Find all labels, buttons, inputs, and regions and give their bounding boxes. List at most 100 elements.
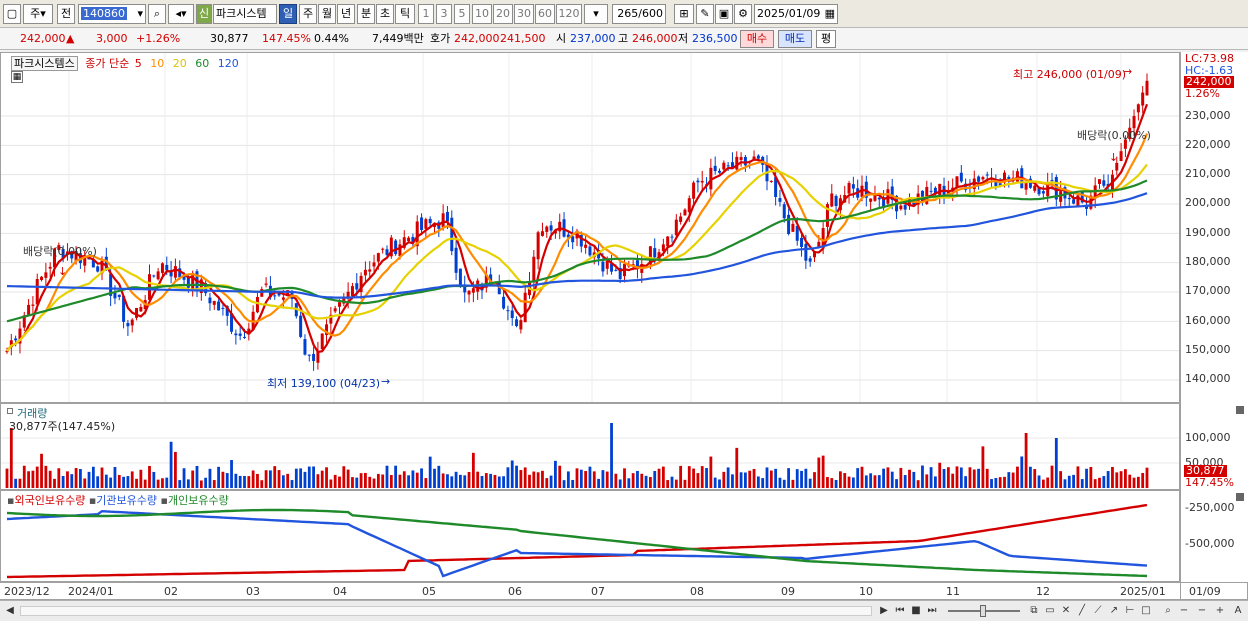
copy-icon[interactable]: ⧉	[1030, 605, 1038, 616]
save-icon[interactable]: ▣	[715, 4, 733, 24]
period-day[interactable]: 일	[279, 4, 297, 24]
window-icon[interactable]: ▢	[3, 4, 21, 24]
measure-icon[interactable]: ⊢	[1125, 605, 1135, 616]
candle-body	[135, 308, 139, 318]
line-tool-icon[interactable]: ╱	[1078, 605, 1086, 616]
min-20[interactable]: 20	[493, 4, 513, 24]
ma-line-20	[6, 163, 1148, 352]
min-10[interactable]: 10	[472, 4, 492, 24]
chart-type-icon[interactable]: ⊞	[674, 4, 694, 24]
draw-tool-icon[interactable]: ✎	[696, 4, 714, 24]
volume-bar	[981, 446, 985, 488]
volume-bar	[450, 476, 454, 488]
rewind-icon[interactable]: ⏮	[895, 605, 905, 616]
volume-bar	[554, 460, 557, 488]
last-date-label: 01/09	[1189, 585, 1221, 598]
min-60[interactable]: 60	[535, 4, 555, 24]
gear-icon[interactable]: ⚙	[734, 4, 752, 24]
price-chart-panel[interactable]: → → ↓ ↓ 파크시스템스 종가 단순 5 10 20 60 120 ▦ 최고 24…	[0, 52, 1180, 403]
change-percent: +1.26%	[136, 32, 181, 45]
signal-badge[interactable]: 신	[196, 4, 212, 24]
arrow-tool-icon[interactable]: ↗	[1109, 605, 1119, 616]
volume-bar	[251, 470, 255, 488]
zoom-out-icon[interactable]: −	[1179, 605, 1189, 616]
min-5[interactable]: 5	[454, 4, 470, 24]
volume-bar	[1119, 471, 1123, 488]
cross-icon[interactable]: ✕	[1061, 605, 1071, 616]
sell-button[interactable]: 매도	[778, 30, 812, 48]
volume-bar	[575, 468, 579, 488]
layout-icon[interactable]: ▭	[1045, 605, 1055, 616]
min-3[interactable]: 3	[436, 4, 452, 24]
candle-body	[1076, 195, 1080, 208]
price-tag-percent: 1.26%	[1185, 87, 1220, 100]
text-tool-icon[interactable]: A	[1234, 605, 1242, 616]
candle-body	[597, 250, 601, 259]
stock-name: 파크시스템	[213, 4, 277, 24]
min-30[interactable]: 30	[514, 4, 534, 24]
volume-bar	[925, 474, 929, 488]
volume-bar	[756, 476, 760, 488]
x-tick: 10	[859, 585, 873, 598]
grid-icon[interactable]: ▦	[11, 71, 23, 83]
volume-chart-panel[interactable]: 거래량 30,877주(147.45%)	[0, 403, 1180, 490]
prev-button[interactable]: 전	[57, 4, 75, 24]
candle-body	[752, 156, 756, 160]
scroll-right-icon[interactable]: ▶	[880, 605, 888, 616]
period-year[interactable]: 년	[337, 4, 355, 24]
close-icon[interactable]	[1236, 406, 1244, 414]
rect-tool-icon[interactable]: □	[1141, 605, 1151, 616]
market-select[interactable]: 주▾	[23, 4, 53, 24]
count-input[interactable]: 265/600	[612, 4, 666, 24]
horizontal-scrollbar[interactable]	[20, 606, 872, 616]
zoom-icon[interactable]: ⌕	[1165, 605, 1171, 616]
volume-bar	[545, 478, 549, 488]
min-120[interactable]: 120	[556, 4, 582, 24]
buy-button[interactable]: 매수	[740, 30, 774, 48]
period-tick[interactable]: 틱	[395, 4, 415, 24]
interval-dropdown[interactable]: ▾	[584, 4, 608, 24]
stock-code-input[interactable]: 140860 ▾	[78, 4, 146, 24]
period-month[interactable]: 월	[318, 4, 336, 24]
period-second[interactable]: 초	[376, 4, 394, 24]
zoom-slider-handle[interactable]	[980, 605, 986, 617]
candle-body	[523, 292, 527, 323]
volume-bar	[143, 479, 147, 488]
volume-bar	[908, 469, 911, 488]
volume-bar	[57, 468, 61, 488]
min-1[interactable]: 1	[418, 4, 434, 24]
trend-icon[interactable]: ⟋	[1094, 605, 1102, 616]
volume-bar	[821, 455, 825, 488]
stop-icon[interactable]: ■	[911, 605, 921, 616]
avg-button[interactable]: 평	[816, 30, 836, 48]
holdings-chart-panel[interactable]: ▪외국인보유수량 ▪기관보유수량 ▪개인보유수량	[0, 490, 1180, 582]
plus-icon[interactable]: +	[1215, 605, 1225, 616]
speaker-icon[interactable]: ◂▾	[168, 4, 194, 24]
scroll-left-icon[interactable]: ◀	[6, 605, 14, 616]
candle-body	[44, 272, 48, 278]
volume-bar	[100, 467, 104, 488]
period-week[interactable]: 주	[299, 4, 317, 24]
period-minute[interactable]: 분	[357, 4, 375, 24]
volume-bar	[463, 475, 467, 488]
volume-bar	[493, 474, 497, 488]
volume-bar	[212, 480, 216, 488]
ma-label: 종가 단순	[85, 57, 130, 70]
date-input[interactable]: 2025/01/09 ▦	[754, 4, 838, 24]
candle-body	[329, 314, 333, 324]
volume-bar	[243, 475, 246, 488]
y-tick: 230,000	[1185, 109, 1231, 122]
low-annotation: 최저 139,100 (04/23)	[267, 377, 381, 390]
forward-icon[interactable]: ⏭	[927, 605, 937, 616]
panel-collapse-icon[interactable]	[7, 408, 13, 414]
volume-bar	[644, 475, 648, 488]
minus-icon[interactable]: −	[1197, 605, 1207, 616]
volume-bar	[761, 478, 765, 488]
volume-bar	[117, 474, 121, 488]
search-icon[interactable]: ⌕	[148, 4, 166, 24]
candle-body	[618, 267, 622, 280]
volume-bar	[294, 468, 298, 488]
individual-holding-line	[6, 508, 1148, 578]
candle-body	[605, 260, 609, 269]
close-icon[interactable]	[1236, 493, 1244, 501]
